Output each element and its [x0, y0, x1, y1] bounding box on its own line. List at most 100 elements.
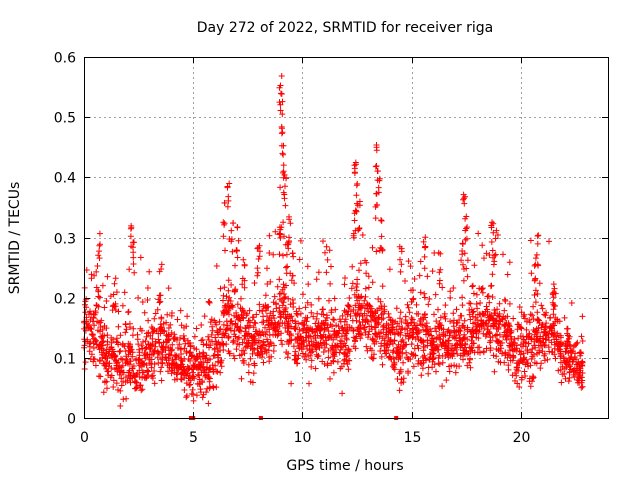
data-point: [331, 353, 338, 360]
data-point: [220, 297, 226, 304]
data-point: [398, 261, 405, 268]
data-point: [535, 316, 542, 323]
data-point: [254, 265, 261, 272]
data-point: [234, 254, 241, 261]
x-tick-label: 0: [80, 430, 89, 446]
data-point: [479, 289, 486, 296]
data-point: [266, 321, 273, 328]
data-point: [378, 353, 385, 360]
data-point: [338, 344, 345, 351]
data-point: [429, 342, 436, 348]
data-point: [284, 241, 291, 248]
data-point: [428, 337, 435, 344]
data-point: [127, 358, 134, 365]
data-point: [418, 372, 425, 379]
data-point: [292, 326, 299, 333]
data-point: [506, 352, 513, 359]
data-point: [272, 331, 279, 338]
data-point: [561, 371, 568, 377]
data-point: [467, 300, 474, 307]
data-point: [327, 280, 334, 287]
data-point: [193, 392, 200, 399]
data-point: [157, 330, 164, 337]
data-point: [351, 217, 358, 224]
data-point: [240, 315, 247, 322]
data-point: [460, 261, 466, 268]
data-point: [476, 344, 483, 351]
data-point: [469, 340, 476, 347]
data-point: [286, 213, 292, 220]
data-point: [82, 309, 89, 316]
data-point: [266, 232, 273, 239]
data-point: [144, 297, 151, 303]
data-point: [241, 357, 247, 364]
data-point: [87, 339, 94, 346]
x-tick-label: 20: [513, 430, 531, 446]
data-point: [255, 256, 262, 262]
data-point: [470, 308, 477, 315]
data-point: [217, 358, 224, 365]
data-point: [205, 374, 212, 380]
data-point: [112, 275, 119, 282]
data-point: [317, 324, 324, 331]
data-point: [501, 322, 508, 329]
data-point: [121, 343, 128, 350]
data-point: [241, 261, 248, 268]
data-point: [285, 325, 292, 332]
data-point: [353, 284, 360, 290]
data-point: [296, 256, 303, 263]
data-point: [428, 332, 435, 339]
data-point: [406, 309, 413, 316]
data-point: [280, 142, 287, 149]
data-point: [484, 293, 491, 300]
data-point: [520, 338, 527, 344]
data-point: [122, 348, 129, 355]
data-point: [539, 321, 546, 328]
data-point: [313, 315, 320, 322]
data-point: [207, 365, 214, 372]
data-point: [191, 333, 198, 340]
data-point: [96, 255, 103, 262]
data-point: [421, 290, 428, 297]
data-point: [456, 317, 463, 323]
data-point: [423, 327, 430, 334]
data-point: [513, 372, 520, 379]
data-point: [557, 366, 564, 373]
data-point: [410, 287, 416, 294]
data-point: [496, 321, 503, 328]
data-point: [374, 168, 381, 175]
data-point: [337, 346, 344, 353]
data-point: [501, 296, 508, 303]
data-point: [459, 241, 466, 247]
data-point: [151, 380, 158, 387]
data-point: [271, 315, 278, 322]
data-point: [216, 318, 223, 325]
data-point: [221, 284, 228, 291]
data-point: [207, 356, 213, 363]
data-point: [386, 266, 393, 273]
data-point: [283, 251, 290, 258]
data-point: [349, 317, 356, 324]
data-point: [95, 288, 102, 295]
data-point: [168, 370, 175, 377]
data-point: [320, 238, 326, 245]
data-point: [373, 147, 380, 154]
data-point: [95, 319, 102, 326]
data-point: [433, 328, 440, 335]
data-point: [521, 311, 528, 318]
data-point: [473, 291, 480, 298]
data-point: [420, 238, 427, 245]
data-point: [397, 368, 404, 375]
data-point: [377, 348, 384, 354]
data-point: [439, 359, 446, 366]
data-point: [538, 360, 545, 367]
data-point: [223, 293, 230, 300]
data-point: [144, 368, 151, 375]
data-point: [108, 351, 115, 358]
data-point: [486, 299, 493, 306]
data-point: [406, 332, 413, 339]
data-point: [271, 293, 278, 300]
data-point: [404, 325, 411, 332]
data-point: [127, 379, 134, 386]
data-point: [383, 320, 390, 327]
